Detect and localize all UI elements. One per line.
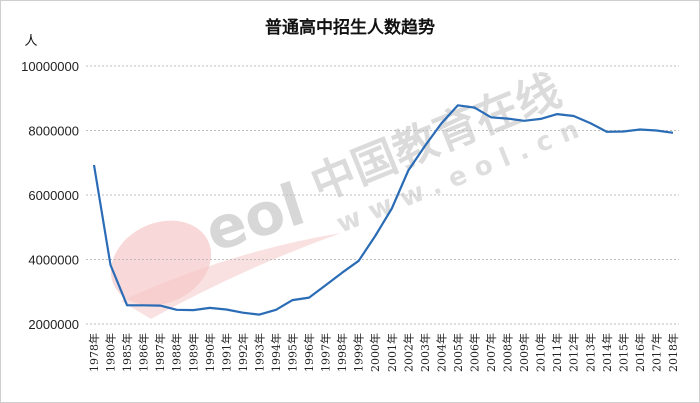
- watermark-logo-text: eol: [197, 170, 312, 265]
- x-tick-label: 2003年: [418, 333, 432, 372]
- x-tick-label: 2000年: [368, 333, 382, 372]
- x-tick-label: 2005年: [451, 333, 465, 372]
- x-tick-label: 2007年: [484, 333, 498, 372]
- y-tick-label: 2000000: [28, 317, 79, 332]
- watermark: eol 中国教育在线 www.eol.cn: [110, 65, 593, 319]
- x-tick-label: 1998年: [335, 333, 349, 372]
- y-tick-label: 4000000: [28, 253, 79, 268]
- x-tick-label: 1989年: [186, 333, 200, 372]
- x-tick-label: 1985年: [120, 333, 134, 372]
- x-tick-label: 2013年: [583, 333, 597, 372]
- x-tick-label: 1987年: [153, 333, 167, 372]
- x-axis-ticks: 1978年 1980年 1985年 1986年 1987年 1988年 1989年 1990年…: [87, 333, 680, 372]
- y-tick-label: 10000000: [21, 59, 79, 74]
- x-tick-label: 2011年: [550, 333, 564, 372]
- x-tick-label: 2010年: [534, 333, 548, 372]
- x-tick-label: 1980年: [104, 333, 118, 372]
- x-tick-label: 1994年: [269, 333, 283, 372]
- series-line-0: [92, 104, 674, 316]
- x-tick-label: 1993年: [252, 333, 266, 372]
- x-tick-label: 1988年: [170, 333, 184, 372]
- x-tick-label: 2008年: [501, 333, 515, 372]
- y-axis-unit: 人: [24, 34, 37, 49]
- x-tick-label: 2004年: [434, 333, 448, 372]
- x-tick-label: 2015年: [616, 333, 630, 372]
- watermark-logo-tail: [121, 233, 341, 319]
- gridlines: [86, 65, 679, 325]
- x-tick-label: 2002年: [401, 333, 415, 372]
- y-tick-label: 8000000: [28, 124, 79, 139]
- x-tick-label: 1999年: [352, 333, 366, 372]
- chart-title: 普通高中招生人数趋势: [265, 17, 435, 38]
- x-tick-label: 2012年: [567, 333, 581, 372]
- x-tick-label: 2001年: [385, 333, 399, 372]
- x-tick-label: 1991年: [219, 333, 233, 372]
- series-group: [92, 104, 674, 316]
- y-axis-ticks: 2000000 4000000 6000000 8000000 10000000: [21, 59, 79, 332]
- x-tick-label: 2006年: [467, 333, 481, 372]
- x-tick-label: 1992年: [236, 333, 250, 372]
- x-tick-label: 2016年: [633, 333, 647, 372]
- x-tick-label: 1986年: [137, 333, 151, 372]
- x-tick-label: 1995年: [286, 333, 300, 372]
- x-tick-label: 2018年: [666, 333, 680, 372]
- x-tick-label: 2014年: [600, 333, 614, 372]
- y-tick-label: 6000000: [28, 188, 79, 203]
- x-tick-label: 1990年: [203, 333, 217, 372]
- x-tick-label: 1996年: [302, 333, 316, 372]
- x-tick-label: 2009年: [517, 333, 531, 372]
- x-tick-label: 1978年: [87, 333, 101, 372]
- x-tick-label: 1997年: [319, 333, 333, 372]
- x-tick-label: 2017年: [649, 333, 663, 372]
